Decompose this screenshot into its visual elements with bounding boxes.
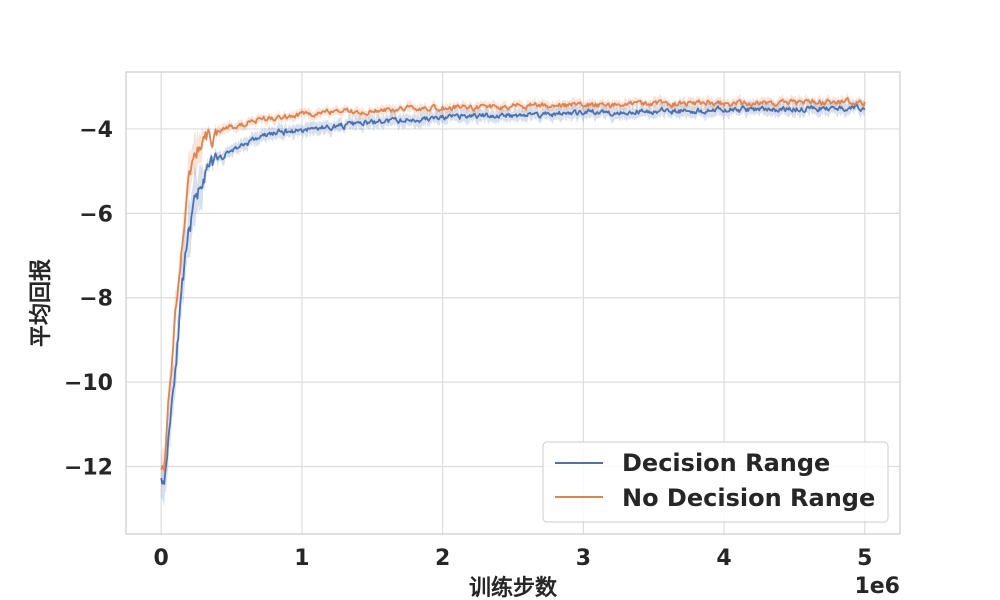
x-tick-label: 5 bbox=[857, 546, 872, 571]
legend-frame bbox=[542, 441, 889, 523]
legend-label-no-decision-range: No Decision Range bbox=[622, 484, 875, 512]
x-tick-label: 2 bbox=[435, 546, 450, 571]
x-axis-offset-label: 1e6 bbox=[854, 574, 900, 599]
x-tick-label: 1 bbox=[294, 546, 309, 571]
y-axis-label: 平均回报 bbox=[28, 259, 54, 347]
y-tick-label: −10 bbox=[64, 371, 113, 396]
series-line-no-decision-range bbox=[160, 97, 866, 472]
x-tick-label: 3 bbox=[576, 546, 591, 571]
y-tick-label: −12 bbox=[64, 455, 113, 480]
y-tick-label: −4 bbox=[79, 118, 113, 143]
series-lines bbox=[160, 97, 866, 485]
x-axis-label: 训练步数 bbox=[469, 575, 558, 600]
y-tick-label: −6 bbox=[79, 202, 113, 227]
series-line-decision-range bbox=[160, 103, 866, 485]
legend: Decision Range No Decision Range bbox=[542, 441, 889, 523]
plot-frame bbox=[125, 71, 901, 535]
x-tick-labels: 0 1 2 3 4 5 bbox=[154, 546, 873, 571]
y-tick-labels: −12 −10 −8 −6 −4 bbox=[64, 118, 113, 481]
x-tick-label: 0 bbox=[154, 546, 169, 571]
y-tick-label: −8 bbox=[79, 287, 113, 312]
legend-label-decision-range: Decision Range bbox=[622, 449, 830, 477]
x-tick-label: 4 bbox=[716, 546, 731, 571]
